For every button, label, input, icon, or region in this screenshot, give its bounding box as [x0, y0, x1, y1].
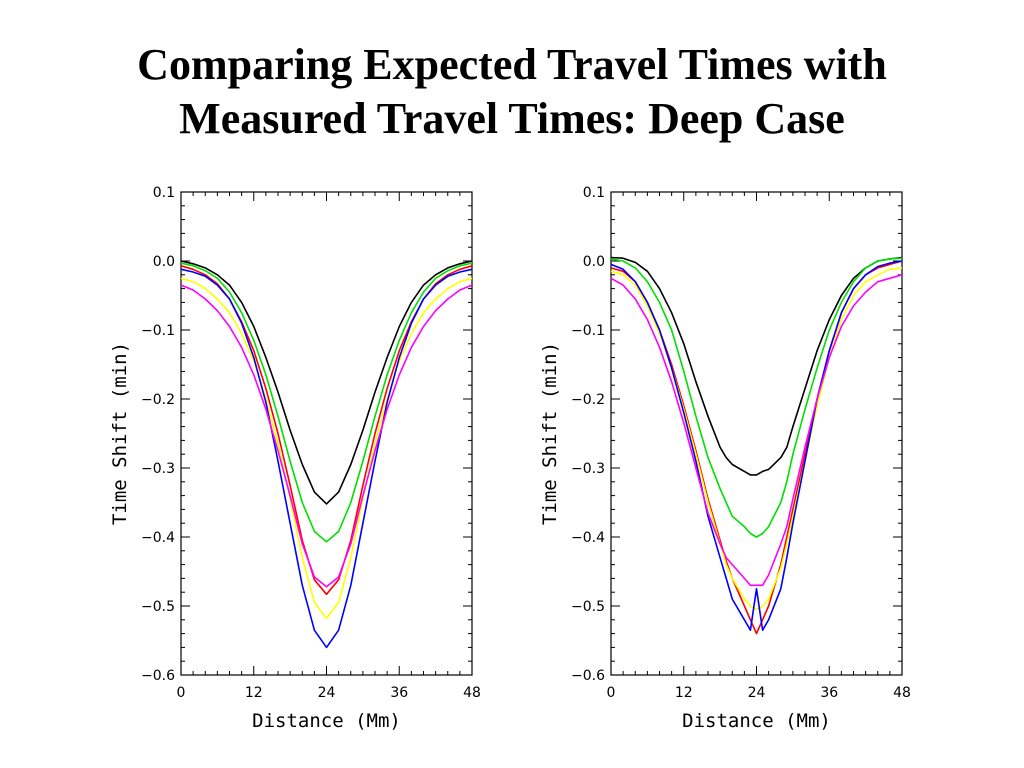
right-series-line-1 [610, 256, 903, 476]
right-y-tick-label: −0.2 [571, 392, 605, 408]
left-x-axis-title: Distance (Mm) [252, 710, 401, 732]
left-x-tick-label: 12 [245, 685, 263, 701]
left-series-line-2 [180, 262, 473, 543]
right-y-tick-label: −0.5 [571, 599, 605, 615]
left-y-tick-label: 0.0 [153, 254, 175, 270]
slide-title-line-1: Comparing Expected Travel Times with [137, 40, 887, 89]
right-plot-frame [610, 191, 903, 676]
left-y-tick-label: −0.2 [141, 392, 175, 408]
right-series-line-6 [610, 274, 903, 587]
right-x-tick-label: 24 [748, 685, 766, 701]
right-x-axis-title: Distance (Mm) [682, 710, 831, 732]
left-y-tick-label: −0.6 [141, 668, 175, 684]
left-y-tick-label: −0.3 [141, 461, 175, 477]
left-y-tick-label: −0.4 [141, 530, 175, 546]
left-series-line-1 [180, 260, 473, 505]
right-y-tick-label: −0.3 [571, 461, 605, 477]
left-y-tick-label: −0.5 [141, 599, 175, 615]
left-series-line-5 [180, 268, 473, 649]
right-series-line-3 [610, 260, 903, 635]
left-y-axis-title: Time Shift (min) [109, 342, 131, 525]
slide-title: Comparing Expected Travel Times with Mea… [0, 38, 1024, 146]
left-series-line-6 [180, 284, 473, 588]
left-y-tick-label: −0.1 [141, 323, 175, 339]
right-x-tick-label: 0 [607, 685, 616, 701]
left-x-tick-label: 48 [463, 685, 481, 701]
slide-title-line-2: Measured Travel Times: Deep Case [179, 94, 845, 143]
right-y-tick-label: 0.1 [583, 185, 605, 201]
left-series-line-4 [180, 277, 473, 620]
left-x-tick-label: 36 [390, 685, 408, 701]
right-series-line-2 [610, 257, 903, 538]
right-x-tick-label: 48 [893, 685, 911, 701]
right-x-tick-label: 36 [820, 685, 838, 701]
right-y-tick-label: −0.1 [571, 323, 605, 339]
right-y-tick-label: −0.4 [571, 530, 605, 546]
right-y-tick-label: 0.0 [583, 254, 605, 270]
left-x-tick-label: 24 [318, 685, 336, 701]
right-x-tick-label: 12 [675, 685, 693, 701]
right-series-line-5 [610, 260, 903, 632]
right-y-axis-title: Time Shift (min) [539, 342, 561, 525]
right-y-tick-label: −0.6 [571, 668, 605, 684]
left-y-tick-label: 0.1 [153, 185, 175, 201]
left-x-tick-label: 0 [177, 685, 186, 701]
